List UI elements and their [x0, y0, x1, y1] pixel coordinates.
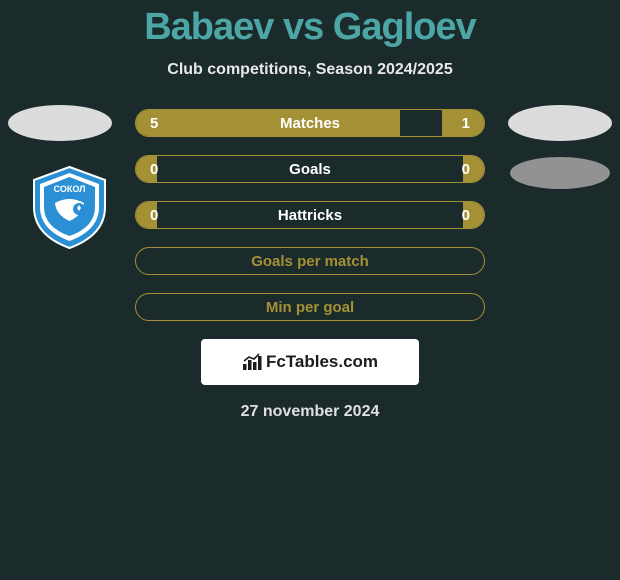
stat-label: Goals per match	[136, 253, 484, 270]
subtitle: Club competitions, Season 2024/2025	[0, 61, 620, 79]
stat-row: 00Hattricks	[135, 201, 485, 229]
brand-text: FcTables.com	[266, 352, 378, 372]
player-right-club-avatar	[510, 157, 610, 189]
stat-label: Matches	[136, 115, 484, 132]
chart-icon	[242, 353, 262, 371]
player-right-avatar	[508, 105, 612, 141]
date-text: 27 november 2024	[0, 403, 620, 421]
stat-label: Min per goal	[136, 299, 484, 316]
stat-row: 51Matches	[135, 109, 485, 137]
comparison-card: Babaev vs Gagloev Club competitions, Sea…	[0, 0, 620, 580]
stat-row: Goals per match	[135, 247, 485, 275]
stat-row: 00Goals	[135, 155, 485, 183]
player-left-club-logo: СОКОЛ	[27, 165, 112, 250]
brand-badge[interactable]: FcTables.com	[201, 339, 419, 385]
stats-area: СОКОЛ 51Matches 00Goals 00Hattricks Goals p…	[0, 109, 620, 321]
player-left-avatar	[8, 105, 112, 141]
stat-row: Min per goal	[135, 293, 485, 321]
stat-label: Hattricks	[136, 207, 484, 224]
stat-label: Goals	[136, 161, 484, 178]
page-title: Babaev vs Gagloev	[0, 0, 620, 49]
svg-text:СОКОЛ: СОКОЛ	[54, 184, 86, 194]
